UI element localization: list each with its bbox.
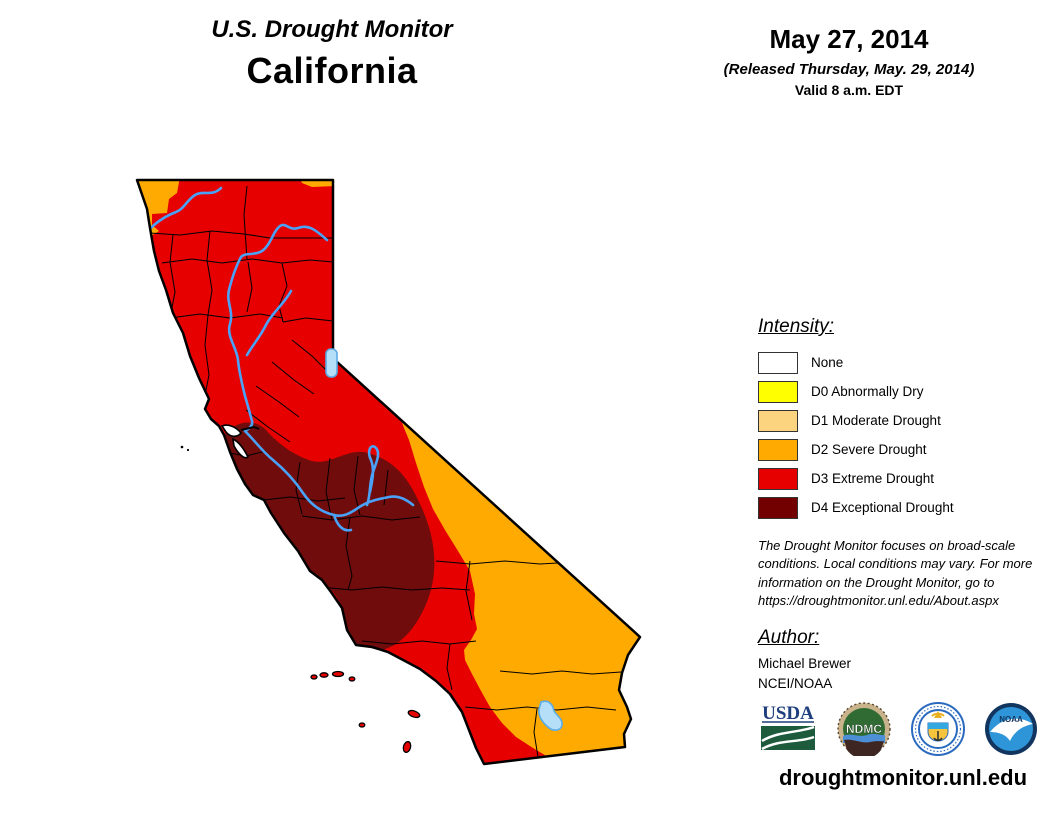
legend-item-d1: D1 Moderate Drought [758, 406, 1048, 435]
author-org: NCEI/NOAA [758, 676, 833, 691]
sacramento-river [227, 255, 254, 433]
san-francisco-bay [180, 424, 260, 459]
lake-tahoe [325, 348, 338, 378]
salton-sea [538, 700, 563, 731]
svg-text:NOAA: NOAA [999, 715, 1023, 724]
rivers [146, 186, 415, 532]
ndmc-logo: NDMC [837, 702, 892, 756]
legend-swatch-d4 [758, 496, 798, 519]
channel-islands [310, 670, 421, 754]
legend-item-d2: D2 Severe Drought [758, 435, 1048, 464]
legend-swatch-d1 [758, 409, 798, 432]
pit-river [239, 223, 329, 259]
valid-time: Valid 8 a.m. EDT [794, 82, 904, 98]
legend-swatch-d2 [758, 438, 798, 461]
commerce-seal-logo [910, 702, 965, 756]
legend-item-d3: D3 Extreme Drought [758, 464, 1048, 493]
legend-item-d0: D0 Abnormally Dry [758, 377, 1048, 406]
map-date: May 27, 2014 [769, 24, 929, 54]
legend-swatch-d0 [758, 380, 798, 403]
date-block: May 27, 2014 (Released Thursday, May. 29… [694, 24, 1004, 98]
legend-heading: Intensity: [758, 316, 835, 337]
svg-text:NDMC: NDMC [846, 722, 882, 736]
legend-swatch-none [758, 351, 798, 374]
kings-river [332, 513, 353, 532]
logo-row: USDA NDMC NOAA [758, 702, 1038, 756]
author-heading: Author: [758, 627, 820, 648]
usda-logo: USDA [761, 703, 815, 751]
noaa-logo: NOAA [984, 703, 1037, 755]
feather-river [245, 289, 293, 357]
footer-url: droughtmonitor.unl.edu [778, 765, 1028, 790]
san-joaquin-bend [365, 445, 380, 507]
d2-region-north-sliver [299, 180, 335, 187]
author-name: Michael Brewer [758, 656, 852, 671]
legend: Intensity: None D0 Abnormally Dry D1 Mod… [758, 316, 1048, 522]
region-title: California [246, 50, 418, 91]
report-title: U.S. Drought Monitor [211, 16, 453, 43]
release-date: (Released Thursday, May. 29, 2014) [723, 61, 975, 78]
legend-swatch-d3 [758, 467, 798, 490]
state-border [135, 178, 642, 766]
legend-item-d4: D4 Exceptional Drought [758, 493, 1048, 522]
disclaimer-text: The Drought Monitor focuses on broad-sca… [758, 538, 1033, 609]
klamath-river [146, 186, 223, 233]
d4-region [224, 422, 435, 652]
legend-item-none: None [758, 348, 1048, 377]
svg-text:USDA: USDA [762, 703, 814, 724]
